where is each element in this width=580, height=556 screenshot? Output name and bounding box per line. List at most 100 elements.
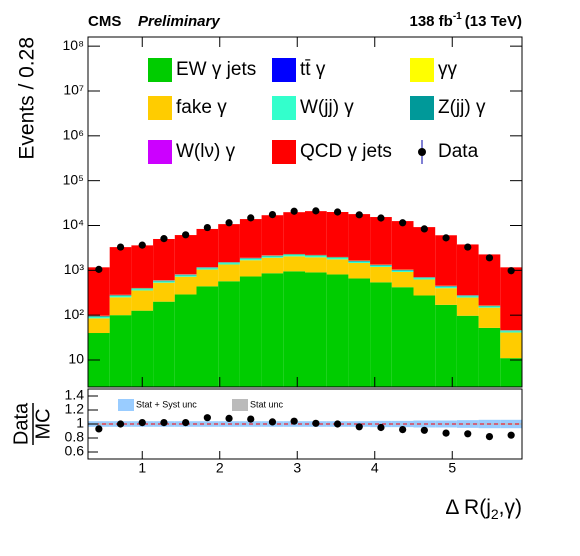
lumi: 138 fb xyxy=(409,13,452,30)
histogram-segment xyxy=(283,254,305,256)
experiment: CMS xyxy=(88,13,121,30)
histogram-segment xyxy=(131,310,154,387)
legend-label: tt̄ γ xyxy=(300,59,326,80)
histogram-segment xyxy=(370,266,392,283)
ratio-point xyxy=(333,420,342,428)
ratio-point xyxy=(290,417,298,425)
histogram-segment xyxy=(305,255,327,258)
histogram-segment xyxy=(435,286,457,289)
legend-swatch xyxy=(148,96,172,120)
histogram-segment xyxy=(153,238,175,281)
ratio-y-tick-label: 0.8 xyxy=(65,429,85,445)
y-tick-label: 10⁵ xyxy=(63,171,84,187)
y-tick-label: 10⁸ xyxy=(63,37,85,53)
histogram-segment xyxy=(326,257,349,260)
data-point xyxy=(377,214,385,222)
histogram-segment xyxy=(261,255,284,257)
y-tick-label: 10³ xyxy=(64,261,85,277)
histogram-segment xyxy=(391,287,414,387)
histogram-segment xyxy=(391,271,414,288)
legend-data-marker xyxy=(418,148,426,156)
histogram-segment xyxy=(413,277,436,279)
histogram-segment xyxy=(283,256,305,272)
data-point xyxy=(95,265,103,273)
histogram-segment xyxy=(326,257,349,258)
histogram-segment xyxy=(239,258,262,259)
ratio-y-tick-label: 1.2 xyxy=(65,401,85,417)
ratio-point xyxy=(312,419,320,427)
histogram-segment xyxy=(283,212,305,254)
ratio-y-tick-label: 0.6 xyxy=(65,443,85,459)
histogram-segment xyxy=(196,267,219,269)
histogram-segment xyxy=(348,214,371,261)
histogram-segment xyxy=(239,260,262,277)
histogram-segment xyxy=(478,306,501,308)
histogram-segment xyxy=(391,221,414,270)
data-point xyxy=(420,225,428,233)
histogram-segment xyxy=(370,265,392,266)
legend-swatch xyxy=(148,58,172,82)
status: Preliminary xyxy=(138,13,220,30)
legend-swatch xyxy=(148,140,172,164)
legend-swatch xyxy=(272,140,296,164)
histogram-segment xyxy=(174,235,197,275)
energy: (13 TeV) xyxy=(465,13,522,30)
legend-label: Z(jj) γ xyxy=(438,97,486,118)
x-tick-label: 4 xyxy=(371,460,379,476)
ratio-legend-swatch xyxy=(232,399,248,411)
x-label-sub: 2 xyxy=(491,506,499,522)
histogram-segment xyxy=(478,327,501,387)
histogram-segment xyxy=(283,271,305,387)
histogram-segment xyxy=(435,288,457,305)
ratio-point xyxy=(225,414,233,422)
histogram-segment xyxy=(348,261,371,262)
ratio-point xyxy=(377,423,385,432)
histogram-segment xyxy=(218,224,240,263)
histogram-segment xyxy=(305,257,327,273)
histogram-segment xyxy=(478,307,501,328)
legend-swatch xyxy=(410,58,434,82)
histogram-segment xyxy=(283,255,305,257)
histogram-segment xyxy=(153,281,175,283)
y-axis-label: Events / 0.28 xyxy=(16,37,39,160)
ratio-point xyxy=(95,425,103,433)
x-axis-label: Δ R(j2,γ) xyxy=(445,496,522,522)
histogram-segment xyxy=(131,289,154,291)
histogram-segment xyxy=(348,261,371,263)
histogram-segment xyxy=(153,280,175,282)
ratio-point xyxy=(507,431,515,439)
histogram-segment xyxy=(261,257,284,274)
ratio-point xyxy=(355,423,363,431)
ratio-point xyxy=(203,414,211,422)
histogram-segment xyxy=(413,279,436,296)
legend-swatch xyxy=(272,96,296,120)
x-tick-label: 1 xyxy=(138,460,146,476)
ratio-point xyxy=(464,430,472,438)
histogram-segment xyxy=(348,262,371,279)
legend-label: γγ xyxy=(438,59,458,80)
ratio-point xyxy=(485,433,494,441)
data-point xyxy=(247,214,255,222)
histogram-segment xyxy=(88,318,110,334)
histogram-segment xyxy=(196,269,219,287)
histogram-segment xyxy=(305,255,327,256)
ratio-legend-swatch xyxy=(118,399,134,411)
x-label-main: Δ R(j xyxy=(445,496,491,519)
histogram-segment xyxy=(456,295,479,297)
ratio-point xyxy=(182,419,190,427)
y-tick-label: 10⁶ xyxy=(63,127,84,143)
histogram-segment xyxy=(88,316,110,318)
histogram-segment xyxy=(174,274,197,276)
histogram-segment xyxy=(131,290,154,311)
y-tick-label: 10⁴ xyxy=(62,216,84,232)
data-point xyxy=(203,223,211,232)
histogram-segment xyxy=(456,244,479,296)
x-tick-label: 5 xyxy=(448,460,456,476)
main-frame xyxy=(87,36,523,388)
y-tick-label: 10 xyxy=(68,351,84,367)
data-point xyxy=(182,231,190,239)
histogram-segment xyxy=(391,270,414,271)
histogram-segment xyxy=(196,228,219,268)
histogram-segment xyxy=(370,217,392,265)
histogram-segment xyxy=(174,294,197,387)
